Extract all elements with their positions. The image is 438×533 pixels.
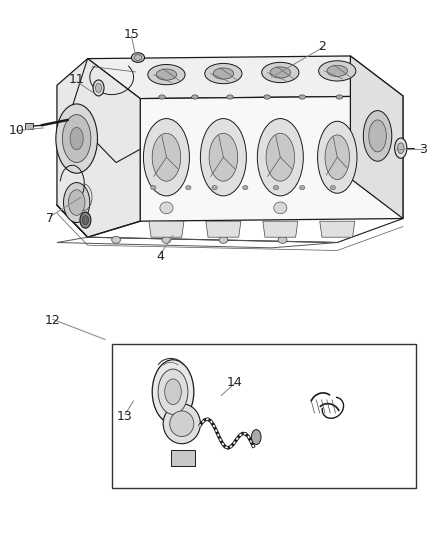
Ellipse shape [131,53,145,62]
Ellipse shape [56,104,97,173]
Ellipse shape [212,185,217,190]
Polygon shape [206,221,241,237]
Ellipse shape [213,68,233,79]
Ellipse shape [270,67,290,78]
Ellipse shape [82,215,88,225]
Ellipse shape [264,95,271,99]
Ellipse shape [64,182,90,223]
Text: 4: 4 [156,251,164,263]
Ellipse shape [274,202,287,214]
Ellipse shape [266,133,295,181]
Ellipse shape [398,143,404,154]
FancyBboxPatch shape [112,344,416,488]
Ellipse shape [186,185,191,190]
Ellipse shape [68,190,85,215]
Ellipse shape [251,430,261,445]
Ellipse shape [160,202,173,214]
Ellipse shape [300,185,305,190]
Ellipse shape [95,83,102,93]
Ellipse shape [158,369,188,415]
Ellipse shape [219,237,228,243]
Polygon shape [25,123,33,129]
Text: 11: 11 [69,74,85,86]
Text: 13: 13 [117,410,133,423]
Polygon shape [149,221,184,237]
Ellipse shape [209,133,238,181]
Ellipse shape [257,119,304,196]
Ellipse shape [336,95,343,99]
Ellipse shape [143,119,189,196]
Text: 14: 14 [226,376,242,389]
Ellipse shape [93,80,104,96]
Text: 15: 15 [124,28,139,41]
Text: 7: 7 [46,212,54,225]
Polygon shape [140,96,403,221]
Ellipse shape [112,237,120,243]
Polygon shape [171,450,195,466]
Ellipse shape [134,54,142,60]
Ellipse shape [70,127,83,150]
Ellipse shape [192,95,198,99]
Polygon shape [72,59,140,163]
Ellipse shape [325,135,350,180]
Ellipse shape [156,69,177,80]
Ellipse shape [278,237,287,243]
Polygon shape [88,56,403,99]
Ellipse shape [163,404,200,443]
Ellipse shape [243,185,248,190]
Ellipse shape [152,360,194,424]
Ellipse shape [162,237,171,243]
Text: 2: 2 [318,40,326,53]
Ellipse shape [62,115,91,163]
Ellipse shape [152,133,181,181]
Ellipse shape [227,95,233,99]
Ellipse shape [205,63,242,84]
Polygon shape [57,59,140,237]
Polygon shape [263,221,298,237]
Ellipse shape [369,120,386,152]
Ellipse shape [200,119,246,196]
Polygon shape [320,221,355,237]
Polygon shape [350,56,403,219]
Ellipse shape [363,111,392,161]
Ellipse shape [330,185,336,190]
Ellipse shape [261,62,299,83]
Ellipse shape [159,95,166,99]
Ellipse shape [299,95,305,99]
Text: 12: 12 [45,314,60,327]
Ellipse shape [165,379,181,405]
Text: 3: 3 [419,143,427,156]
Text: 10: 10 [9,124,25,137]
Ellipse shape [151,185,156,190]
Ellipse shape [273,185,279,190]
Ellipse shape [318,61,356,81]
Ellipse shape [170,411,194,437]
Ellipse shape [148,64,185,85]
Ellipse shape [318,122,357,193]
Ellipse shape [80,212,91,228]
Ellipse shape [327,66,347,76]
Ellipse shape [395,138,407,158]
